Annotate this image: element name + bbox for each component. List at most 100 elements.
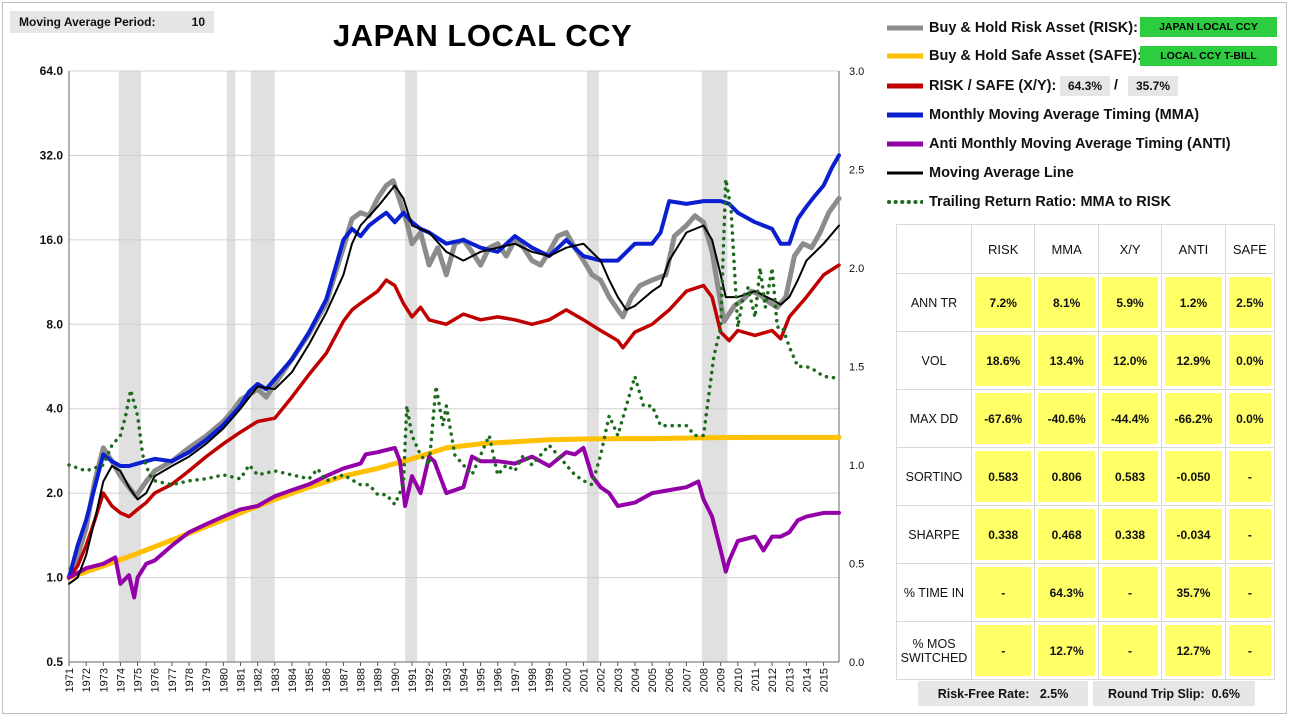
stats-cell: 13.4% [1038, 335, 1095, 386]
stats-cell: 18.6% [975, 335, 1032, 386]
x-tick-label: 2003 [613, 668, 625, 692]
risk-free-rate-value: 2.5% [1039, 686, 1069, 701]
x-tick-label: 1989 [373, 668, 385, 692]
stats-col-mma: MMA [1034, 224, 1099, 274]
x-tick-label: 1988 [356, 668, 368, 692]
stats-cell: 0.583 [1101, 451, 1159, 502]
y-tick-label: 0.5 [46, 655, 63, 669]
x-tick-label: 2001 [578, 668, 590, 692]
stats-cell: 35.7% [1165, 567, 1222, 618]
round-trip-slip-value: 0.6% [1211, 686, 1240, 701]
table-row: VOL 18.6% 13.4% 12.0% 12.9% 0.0% [896, 331, 1276, 390]
stats-cell: 12.9% [1165, 335, 1222, 386]
stats-cell: - [1228, 451, 1271, 502]
safe-allocation-value: 35.7% [1128, 76, 1178, 96]
y2-tick-label: 1.0 [849, 460, 864, 472]
stats-cell: 12.0% [1101, 335, 1159, 386]
y-tick-label: 4.0 [46, 402, 63, 416]
x-tick-label: 1990 [390, 668, 402, 692]
stats-col-xy: X/Y [1097, 224, 1163, 274]
round-trip-slip-label: Round Trip Slip: [1108, 686, 1205, 701]
stats-cell: - [1101, 567, 1159, 618]
x-tick-label: 1983 [270, 668, 282, 692]
x-tick-label: 1987 [338, 668, 350, 692]
stats-cell: - [1228, 625, 1271, 676]
legend-swatch-mma [887, 112, 923, 118]
stats-col-risk: RISK [970, 224, 1036, 274]
x-tick-label: 2015 [819, 668, 831, 692]
x-tick-label: 1975 [133, 668, 145, 692]
stats-cell: - [1228, 567, 1271, 618]
x-tick-label: 1973 [98, 668, 110, 692]
table-row: % TIME IN - 64.3% - 35.7% - [896, 563, 1276, 622]
legend-label-trailing-ratio: Trailing Return Ratio: MMA to RISK [929, 194, 1171, 210]
legend-swatch-xy [887, 83, 923, 89]
series-line-2 [67, 263, 841, 580]
x-tick-label: 1997 [510, 668, 522, 692]
stats-row-label: ANN TR [896, 273, 972, 332]
x-tick-label: 1974 [115, 668, 127, 692]
table-row: ANN TR 7.2% 8.1% 5.9% 1.2% 2.5% [896, 273, 1276, 332]
x-tick-label: 2000 [561, 668, 573, 692]
legend-swatch-trailing-ratio [887, 200, 923, 204]
legend-swatch-anti [887, 141, 923, 147]
x-tick-label: 1976 [150, 668, 162, 692]
x-tick-label: 2004 [630, 668, 642, 692]
y-tick-label: 2.0 [46, 486, 63, 500]
legend-label-xy: RISK / SAFE (X/Y): [929, 78, 1057, 94]
stats-cell: 0.0% [1228, 335, 1271, 386]
legend-swatch-risk [887, 25, 923, 31]
legend-item-mma: Monthly Moving Average Timing (MMA) [887, 104, 1199, 126]
stats-cell: 0.468 [1038, 509, 1095, 560]
stats-cell: 5.9% [1101, 277, 1159, 328]
legend-item-moving-average: Moving Average Line [887, 162, 1074, 184]
legend-item-risk: Buy & Hold Risk Asset (RISK): [887, 17, 1138, 39]
stats-cell: -44.4% [1101, 393, 1159, 444]
x-tick-label: 1992 [424, 668, 436, 692]
stats-row-label: VOL [896, 331, 972, 390]
y2-tick-label: 3.0 [849, 66, 864, 78]
legend-label-moving-average: Moving Average Line [929, 165, 1074, 181]
y2-tick-label: 2.0 [849, 263, 864, 275]
chart-title: JAPAN LOCAL CCY [333, 18, 633, 53]
stats-corner-cell [896, 224, 972, 274]
table-row: SHARPE 0.338 0.468 0.338 -0.034 - [896, 505, 1276, 564]
stats-cell: -0.034 [1165, 509, 1222, 560]
recession-band [586, 71, 599, 662]
stats-cell: -0.050 [1165, 451, 1222, 502]
stats-cell: 0.583 [975, 451, 1032, 502]
x-tick-label: 1996 [493, 668, 505, 692]
y2-tick-label: 1.5 [849, 362, 864, 374]
moving-average-period-box: Moving Average Period: 10 [10, 11, 214, 33]
x-tick-label: 1972 [81, 668, 93, 692]
x-tick-label: 2014 [801, 668, 813, 692]
recession-band [250, 71, 275, 662]
x-tick-label: 1991 [407, 668, 419, 692]
stats-col-anti: ANTI [1161, 224, 1226, 274]
stats-cell: 0.806 [1038, 451, 1095, 502]
stats-row-label: % TIME IN [896, 563, 972, 622]
x-tick-label: 1998 [527, 668, 539, 692]
risk-free-rate-box: Risk-Free Rate: 2.5% [918, 681, 1088, 706]
stats-row-label: % MOS SWITCHED [896, 621, 972, 680]
legend-item-anti: Anti Monthly Moving Average Timing (ANTI… [887, 133, 1231, 155]
x-tick-label: 2011 [750, 668, 762, 692]
y-tick-label: 16.0 [40, 233, 64, 247]
x-tick-label: 1977 [167, 668, 179, 692]
allocation-separator: / [1114, 76, 1118, 92]
moving-average-period-label: Moving Average Period: [19, 15, 156, 29]
stats-cell: 2.5% [1228, 277, 1271, 328]
risk-allocation-value: 64.3% [1060, 76, 1110, 96]
stats-cell: 12.7% [1038, 625, 1095, 676]
stats-row-label: SHARPE [896, 505, 972, 564]
x-tick-label: 2005 [647, 668, 659, 692]
stats-cell: - [1228, 509, 1271, 560]
x-tick-label: 1971 [64, 668, 76, 692]
stats-cell: 0.338 [975, 509, 1032, 560]
y2-tick-label: 0.5 [849, 559, 864, 571]
x-tick-label: 2008 [699, 668, 711, 692]
x-tick-label: 2009 [716, 668, 728, 692]
x-tick-label: 1980 [218, 668, 230, 692]
stats-cell: -67.6% [975, 393, 1032, 444]
risk-free-rate-label: Risk-Free Rate: [937, 686, 1030, 701]
